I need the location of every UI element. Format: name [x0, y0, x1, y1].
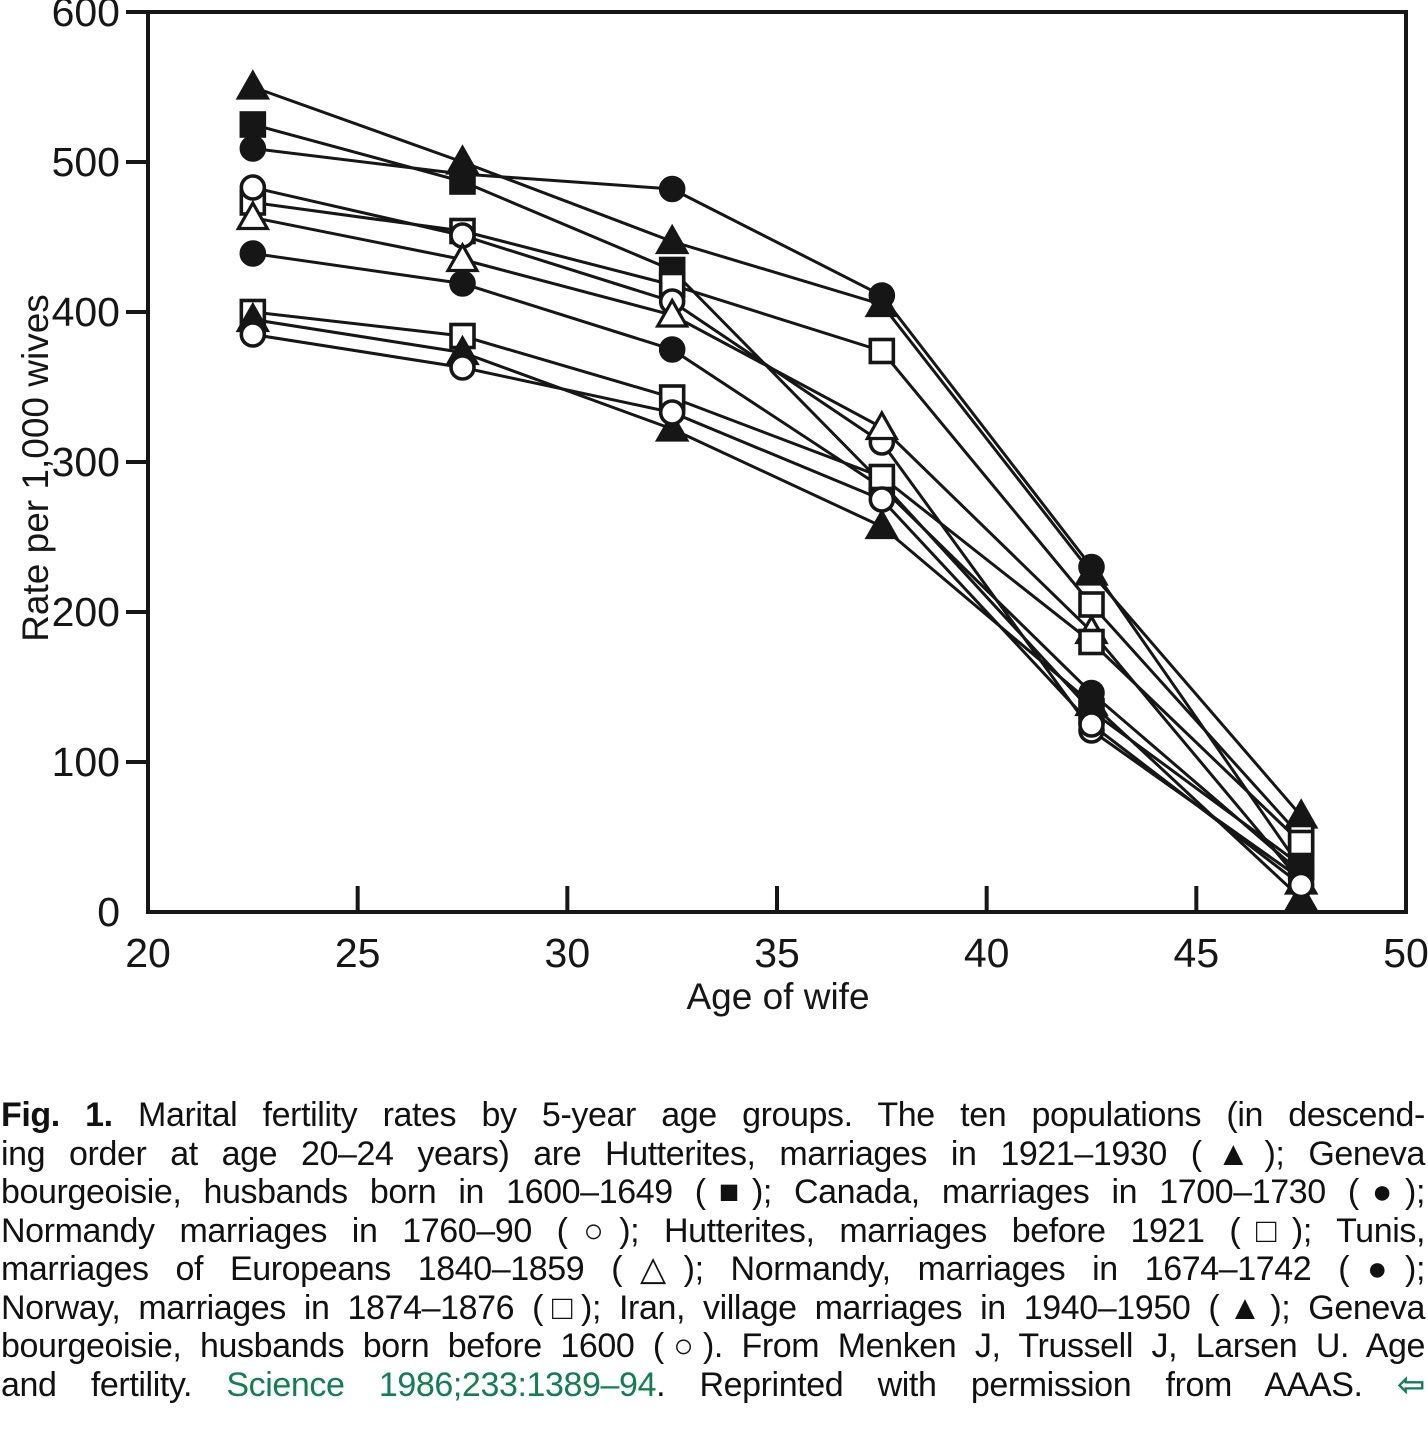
marker-circle-filled-s2: [1078, 553, 1105, 581]
marker-triangle-open-s5: [654, 297, 690, 328]
y-tick-label: 500: [52, 139, 120, 185]
plot-frame: [146, 10, 1408, 914]
x-tick-label: 30: [545, 930, 591, 976]
marker-circle-open-s9: [658, 399, 686, 426]
citation-link[interactable]: Science 1986;233:1389–94: [226, 1365, 657, 1404]
caption-text: bourgeoisie, husbands born in 1600–1649 …: [1, 1173, 1425, 1211]
y-tick-label: 0: [97, 889, 120, 935]
y-tick-label: 200: [52, 589, 120, 635]
caption-line-7: bourgeoisie, husbands born before 1600 (…: [1, 1327, 1425, 1366]
figure-caption: Fig. 1. Marital fertility rates by 5-yea…: [1, 1096, 1425, 1404]
marker-square-open-s7: [1078, 628, 1105, 656]
marker-circle-open-s3: [239, 174, 267, 201]
caption-line-1: Fig. 1. Marital fertility rates by 5-yea…: [1, 1096, 1425, 1135]
y-tick-label: 300: [52, 439, 120, 485]
x-tick-label: 20: [125, 930, 171, 976]
caption-text: bourgeoisie, husbands born before 1600 (…: [1, 1327, 1425, 1365]
y-tick-label: 400: [52, 289, 120, 335]
series-line-4: [252, 201, 1303, 839]
marker-circle-filled-s2: [868, 282, 896, 309]
marker-circle-filled-s6: [239, 240, 267, 267]
series-line-1: [252, 123, 1303, 867]
series-line-6: [252, 252, 1303, 875]
y-tick-label: 600: [52, 0, 120, 35]
marker-circle-open-s9: [1078, 711, 1105, 738]
fertility-line-chart: 0 100 200 300 400 500 600 20 25 30 35 40 45 50: [52, 0, 1428, 976]
marker-circle-filled-s2: [239, 135, 267, 162]
y-axis-title: Rate per 1,000 wives: [15, 294, 56, 642]
series-line-2: [252, 147, 1303, 870]
marker-square-open-s7: [1287, 829, 1315, 857]
series-line-3: [252, 186, 1303, 881]
x-tick-label: 50: [1383, 930, 1428, 976]
series-line-9: [252, 333, 1303, 887]
caption-text: Marital fertility rates by 5-year age gr…: [112, 1096, 1425, 1134]
caption-text: Norway, marriages in 1874–1876 (□); Iran…: [1, 1288, 1425, 1327]
back-arrow-icon[interactable]: ⇦: [1396, 1365, 1425, 1404]
series-line-7: [252, 310, 1303, 845]
x-axis-title: Age of wife: [686, 976, 870, 1017]
x-tick-label: 25: [335, 930, 381, 976]
marker-square-open-s7: [868, 463, 896, 491]
series-line-8: [252, 318, 1303, 900]
x-tick-label: 45: [1174, 930, 1220, 976]
caption-text: Normandy marriages in 1760–90 (○); Hutte…: [1, 1211, 1425, 1250]
marker-square-filled-s1: [239, 111, 267, 138]
x-tick-label: 35: [754, 930, 800, 976]
marker-square-open-s4: [868, 337, 896, 365]
figure-label: Fig. 1.: [1, 1096, 113, 1134]
caption-line-2: ing order at age 20–24 years) are Hutter…: [1, 1135, 1425, 1174]
series-line-5: [252, 216, 1303, 883]
caption-line-8: and fertility. Science 1986;233:1389–94.…: [1, 1366, 1425, 1405]
marker-circle-filled-s6: [658, 336, 686, 363]
marker-triangle-filled-s0: [235, 69, 271, 100]
marker-circle-open-s9: [1287, 871, 1315, 899]
chart-area: 0 100 200 300 400 500 600 20 25 30 35 40 45 50 Rate p…: [15, 0, 1428, 1017]
marker-circle-filled-s6: [449, 270, 476, 297]
caption-text: . Reprinted with permission from AAAS.: [656, 1365, 1397, 1404]
x-tick-label: 40: [964, 930, 1010, 976]
caption-line-4: Normandy marriages in 1760–90 (○); Hutte…: [1, 1212, 1425, 1251]
marker-triangle-filled-s8: [864, 508, 900, 540]
marker-circle-open-s9: [239, 321, 267, 348]
marker-circle-open-s9: [868, 486, 896, 513]
marker-circle-open-s9: [449, 354, 476, 381]
marker-square-open-s4: [1078, 591, 1105, 618]
marker-triangle-filled-s8: [654, 411, 690, 442]
caption-text: ing order at age 20–24 years) are Hutter…: [1, 1134, 1425, 1173]
marker-triangle-open-s5: [235, 199, 271, 231]
caption-line-5: marriages of Europeans 1840–1859 (△); No…: [1, 1250, 1425, 1289]
y-tick-label: 100: [52, 739, 120, 785]
marker-circle-filled-s2: [449, 160, 476, 188]
marker-circle-filled-s2: [658, 175, 686, 203]
series-line-0: [252, 85, 1303, 817]
caption-text: marriages of Europeans 1840–1859 (△); No…: [1, 1250, 1425, 1288]
marker-triangle-open-s5: [864, 409, 900, 441]
caption-line-6: Norway, marriages in 1874–1876 (□); Iran…: [1, 1289, 1425, 1328]
caption-line-3: bourgeoisie, husbands born in 1600–1649 …: [1, 1173, 1425, 1212]
marker-triangle-filled-s0: [654, 223, 690, 255]
caption-text: and fertility.: [1, 1365, 227, 1404]
